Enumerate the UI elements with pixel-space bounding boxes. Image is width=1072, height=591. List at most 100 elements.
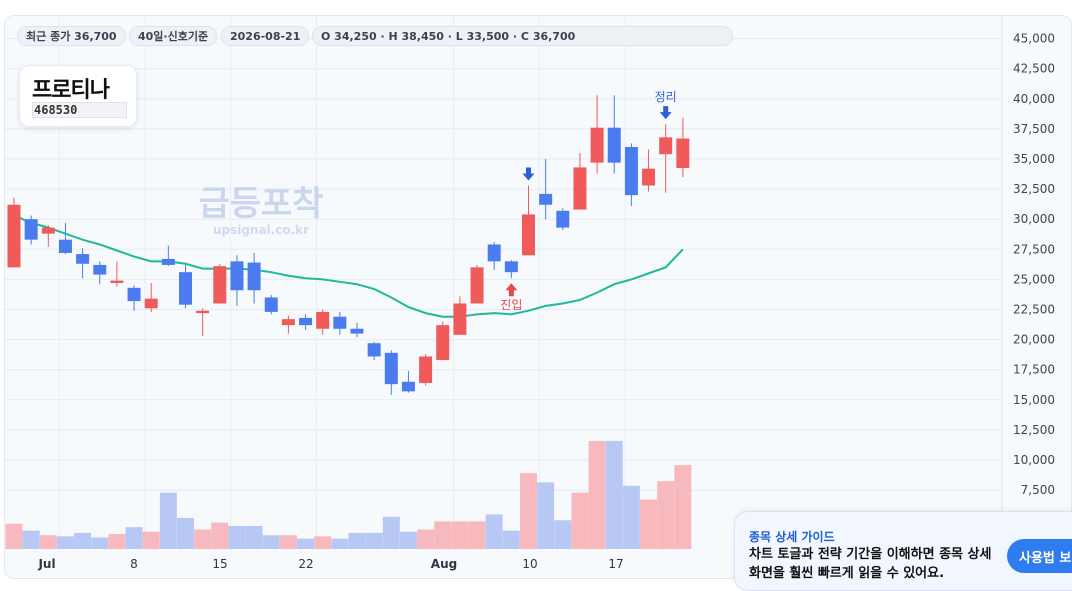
- candle: [127, 285, 141, 311]
- candle-body: [264, 297, 278, 312]
- volume-bar: [571, 492, 589, 549]
- candle: [487, 242, 501, 270]
- exit-arrow: [522, 167, 535, 181]
- candle: [7, 197, 21, 268]
- candle: [659, 124, 673, 193]
- entry-label: 진입: [500, 298, 522, 312]
- candle: [58, 222, 72, 255]
- candle-body: [316, 311, 330, 329]
- y-tick-label: 42,500: [1013, 62, 1055, 76]
- volume-bar: [262, 535, 280, 549]
- candle-body: [41, 227, 55, 234]
- candle: [367, 342, 381, 361]
- stock-title-card: 프로티나 468530: [19, 65, 137, 127]
- candle: [281, 315, 295, 334]
- guide-title: 종목 상세 가이드: [749, 530, 835, 544]
- volume-bar: [159, 492, 177, 549]
- candle: [24, 215, 38, 245]
- x-tick-label: Aug: [431, 557, 457, 571]
- y-tick-label: 45,000: [1013, 32, 1055, 46]
- volume-bar: [331, 538, 349, 549]
- guide-body: 차트 토글과 전략 기간을 이해하면 종목 상세 화면을 훨씬 빠르게 읽을 수…: [749, 547, 992, 581]
- candle-body: [58, 239, 72, 253]
- volume-bar: [297, 538, 315, 549]
- x-tick-label: Jul: [37, 557, 55, 571]
- volume-bar: [194, 529, 212, 549]
- close-price-pill: 최근 종가 36,700: [17, 26, 126, 46]
- candle-body: [196, 310, 210, 314]
- candle: [624, 143, 638, 206]
- volume-bar: [39, 535, 57, 549]
- watermark-text: 급등포착: [198, 184, 323, 224]
- volume-bar: [125, 527, 143, 549]
- y-tick-label: 40,000: [1013, 92, 1055, 106]
- candle-body: [470, 267, 484, 304]
- volume-bar: [640, 499, 658, 549]
- candle: [556, 208, 570, 231]
- ohlc-pill: O 34,250 · H 38,450 · L 33,500 · C 36,70…: [312, 26, 733, 46]
- volume-bar: [245, 526, 263, 549]
- candle: [230, 255, 244, 306]
- candle-body: [213, 266, 227, 304]
- candle: [41, 225, 55, 247]
- candle-body: [487, 244, 501, 262]
- volume-bar: [279, 535, 297, 549]
- volume-bar: [108, 534, 126, 549]
- guide-usage-button[interactable]: 사용법 보기: [1007, 539, 1072, 573]
- candle: [590, 95, 604, 174]
- candle: [144, 283, 158, 312]
- x-tick-label: 22: [298, 557, 313, 571]
- candle: [573, 152, 587, 210]
- candle: [161, 245, 175, 267]
- volume-bar: [382, 516, 400, 549]
- candle-body: [642, 168, 656, 186]
- volume-bar: [502, 530, 520, 549]
- volume-bar: [434, 521, 452, 549]
- volume-bar: [211, 522, 229, 549]
- candle: [264, 295, 278, 315]
- candle: [196, 308, 210, 336]
- x-tick-label: 10: [522, 557, 537, 571]
- candle: [470, 264, 484, 304]
- candle-body: [384, 352, 398, 385]
- candle-body: [676, 138, 690, 169]
- candle: [247, 252, 261, 304]
- candle: [401, 370, 415, 393]
- y-tick-label: 27,500: [1013, 242, 1055, 256]
- candle-body: [556, 210, 570, 228]
- candle: [676, 117, 690, 178]
- candle: [110, 261, 124, 287]
- candle-body: [144, 298, 158, 309]
- volume-bar: [537, 482, 555, 549]
- candle-body: [179, 272, 192, 305]
- candle-body: [419, 356, 433, 383]
- volume-bar: [399, 531, 417, 549]
- candle: [213, 263, 227, 304]
- volume-bar: [588, 440, 606, 549]
- candle: [179, 264, 192, 309]
- candle-body: [281, 319, 295, 326]
- candle: [350, 322, 364, 338]
- grid-lines: [5, 16, 1002, 546]
- volume-bar: [657, 481, 675, 549]
- candle-body: [7, 204, 21, 268]
- entry-arrow: [505, 283, 518, 297]
- candle-body: [161, 258, 175, 265]
- candle: [453, 296, 467, 335]
- candle: [539, 159, 553, 220]
- candle-body: [127, 287, 141, 302]
- volume-bars: [5, 440, 692, 549]
- x-tick-label: 15: [212, 557, 227, 571]
- date-pill: 2026-08-21: [221, 26, 310, 46]
- y-tick-label: 10,000: [1013, 453, 1055, 467]
- y-tick-label: 15,000: [1013, 393, 1055, 407]
- x-tick-label: 8: [130, 557, 138, 571]
- candle: [76, 248, 90, 279]
- candle-body: [573, 167, 587, 210]
- volume-bar: [5, 523, 23, 549]
- candle-body: [436, 325, 450, 361]
- volume-bar: [348, 532, 366, 549]
- volume-bar: [22, 530, 40, 549]
- candle-body: [247, 262, 261, 291]
